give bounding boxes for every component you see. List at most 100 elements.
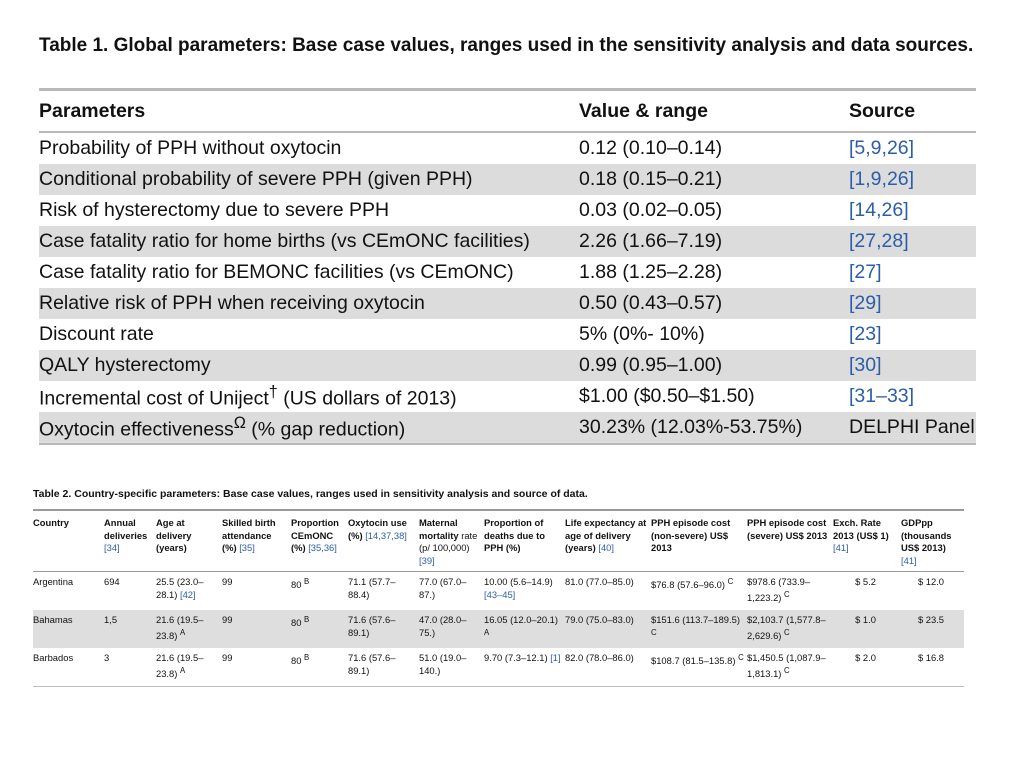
table2-header-cell: GDPpp (thousands US$ 2013) [41] [901,509,964,572]
cell-value: $ 16.8 [917,652,945,664]
table2-cell-cemonc: 80 B [291,648,348,688]
table2-header-cell: PPH episode cost (non-severe) US$ 2013 [651,509,747,572]
table1-row: Risk of hysterectomy due to severe PPH 0.… [39,195,976,226]
table2-cell-cost-s: $1,450.5 (1,087.9–1,813.1) C [747,648,833,688]
table2-header-cell: Age at delivery (years) [156,509,222,572]
source-reference: [27] [849,261,882,283]
table2-cell-age: 21.6 (19.5–23.8) A [156,648,222,688]
value-range-cell: 0.18 (0.15–0.21) [579,164,849,195]
value-range-cell: 0.99 (0.95–1.00) [579,350,849,381]
cell-value: 79.0 (75.0–83.0) [565,614,634,626]
table2-cell-sba: 99 [222,648,291,688]
cell-value: $978.6 (733.9–1,223.2) [747,576,811,603]
parameter-name: Conditional probability of severe PPH (g… [39,168,473,190]
table1-header-row: Parameters Value & range Source [39,88,976,133]
value-range-cell: 0.50 (0.43–0.57) [579,288,849,319]
table2-cell-pph-deaths: 16.05 (12.0–20.1) A [484,610,565,649]
cell-value: $108.7 (81.5–135.8) [651,655,736,667]
value-range-cell: 30.23% (12.03%-53.75%) [579,412,849,445]
cell-footnote-mark: A [484,627,490,637]
table2-cell-cost-ns: $76.8 (57.6–96.0) C [651,572,747,611]
table2-cell-cost-ns: $108.7 (81.5–135.8) C [651,648,747,688]
cell-footnote-mark: A [179,627,186,637]
cell-value: 77.0 (67.0–87.) [419,576,467,600]
cell-value: 3 [104,652,110,664]
parameter-name: QALY hysterectomy [39,354,211,376]
source-reference: DELPHI Panel [849,416,975,438]
source-reference: [29] [849,292,882,314]
cell-footnote-mark: B [304,615,310,625]
table2-header-cell: Oxytocin use (%) [14,37,38] [348,509,419,572]
table2-header-row: Country Annual deliveries [34] Age at deli… [33,509,964,572]
cell-value: $ 12.0 [917,576,945,587]
cell-value: 71.6 (57.6–89.1) [348,614,396,638]
table2-header-cell: Exch. Rate 2013 (US$ 1) [41] [833,509,901,572]
cell-value: 80 [291,579,302,591]
table2-cell-exch: $ 2.0 [833,648,901,688]
table2-row: Bahamas 1,5 21.6 (19.5–23.8) A 99 80 B 71.6 (… [33,610,964,649]
table2-cell-gdp: $ 12.0 [901,572,964,611]
source-reference: [30] [849,354,882,376]
table2-cell-sba: 99 [222,572,291,611]
parameter-name-tail: (US dollars of 2013) [277,387,457,410]
cell-value: $2,103.7 (1,577.8–2,629.6) [747,614,826,641]
header-label: Life expectancy at age of delivery (year… [565,517,647,553]
table1-row: Incremental cost of Uniject† (US dollars… [39,381,976,412]
parameter-cell: Relative risk of PPH when receiving oxyt… [39,288,579,319]
table1-row: Case fatality ratio for BEMONC facilitie… [39,257,976,288]
header-label: Annual deliveries [104,517,148,541]
parameter-cell: Risk of hysterectomy due to severe PPH [39,195,579,226]
header-label: Oxytocin use (%) [348,517,407,541]
source-cell: [23] [849,319,976,350]
cell-value: 10.00 (5.6–14.9) [484,576,553,587]
table2-cell-cemonc: 80 B [291,610,348,649]
table1: Parameters Value & range Source Probabil… [39,88,976,445]
table2-cell-pph-deaths: 10.00 (5.6–14.9) [43–45] [484,572,565,611]
table2-caption: Table 2. Country-specific parameters: Ba… [33,488,588,500]
source-cell: [5,9,26] [849,132,976,164]
source-reference: [14,26] [849,199,909,221]
table1-caption: Table 1. Global parameters: Base case va… [39,35,974,56]
header-label: Skilled birth attendance (%) [222,517,276,553]
parameter-name: Case fatality ratio for home births (vs … [39,230,530,252]
cell-value: Bahamas [33,614,73,626]
table2-cell-age: 25.5 (23.0–28.1) [42] [156,572,222,611]
table1-header-parameters: Parameters [39,88,579,133]
source-cell: [14,26] [849,195,976,226]
table2-cell-country: Argentina [33,572,104,611]
table2-header-cell: Country [33,509,104,572]
header-reference: [35,36] [308,542,337,553]
cell-value: 99 [222,614,233,626]
cell-value: 82.0 (78.0–86.0) [565,652,634,664]
header-reference: [41] [901,554,917,566]
parameter-cell: QALY hysterectomy [39,350,579,381]
cell-value: 80 [291,655,302,667]
cell-value: $ 2.0 [855,652,876,664]
cell-footnote-mark: C [784,627,790,637]
table1-row: Conditional probability of severe PPH (g… [39,164,976,195]
table2-cell-exch: $ 5.2 [833,572,901,611]
cell-value: 1,5 [104,614,118,626]
table2-cell-pph-deaths: 9.70 (7.3–12.1) [1] [484,648,565,688]
value-range-cell: 5% (0%- 10%) [579,323,705,345]
header-reference: [34] [104,542,120,553]
cell-value: Argentina [33,576,74,587]
source-reference: [5,9,26] [849,137,915,159]
cell-value: $76.8 (57.6–96.0) [651,579,726,591]
table2-cell-life: 82.0 (78.0–86.0) [565,648,651,688]
table2-header-cell: Proportion CEmONC (%) [35,36] [291,509,348,572]
header-label: Proportion of deaths due to PPH (%) [484,517,545,553]
header-label: PPH episode cost (severe) US$ 2013 [747,517,828,541]
table2-cell-mmr: 47.0 (28.0–75.) [419,610,484,649]
table2-cell-cost-s: $2,103.7 (1,577.8–2,629.6) C [747,610,833,649]
cell-footnote-mark: B [304,653,310,663]
table1-header-source: Source [849,88,976,133]
header-label: Proportion CEmONC (%) [291,517,339,553]
parameter-name: Oxytocin effectiveness [39,418,234,441]
parameter-name: Risk of hysterectomy due to severe PPH [39,199,390,221]
cell-reference: [1] [550,652,561,664]
table2-cell-life: 81.0 (77.0–85.0) [565,572,651,611]
table2: Country Annual deliveries [34] Age at deli… [33,509,964,688]
parameter-name: Relative risk of PPH when receiving oxyt… [39,292,425,314]
table2-cell-cost-s: $978.6 (733.9–1,223.2) C [747,572,833,611]
